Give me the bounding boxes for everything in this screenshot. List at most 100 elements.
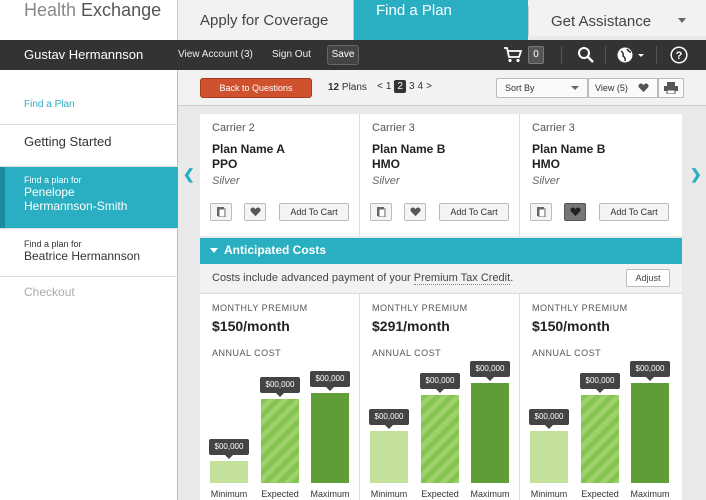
annual-cost-label: ANNUAL COST	[372, 348, 442, 358]
cost-tag-min: $00,000	[209, 439, 249, 459]
pager-next[interactable]: >	[426, 81, 432, 92]
plans-count-label: Plans	[341, 82, 367, 93]
search-icon[interactable]	[577, 46, 595, 64]
cost-column: MONTHLY PREMIUM $150/month ANNUAL COST $…	[520, 294, 682, 500]
view-account-link[interactable]: View Account (3)	[178, 49, 253, 60]
sidebar-item-checkout[interactable]: Checkout	[0, 276, 178, 314]
prev-plans-arrow-icon[interactable]: ❮	[183, 166, 195, 182]
plan-name-text: Plan Name B	[532, 142, 606, 156]
monthly-premium-label: MONTHLY PREMIUM	[372, 303, 468, 313]
plan-details-button[interactable]	[370, 203, 392, 221]
monthly-premium-value: $150/month	[532, 318, 610, 334]
pager-prev[interactable]: <	[377, 81, 383, 92]
plan-card: Carrier 2 Plan Name A PPO Silver Add To C…	[200, 114, 360, 236]
sign-out-link[interactable]: Sign Out	[272, 49, 311, 60]
cost-bar-min	[210, 461, 248, 483]
costs-note-text: Costs include advanced payment of your	[212, 272, 411, 284]
favorite-button[interactable]	[244, 203, 266, 221]
print-button[interactable]	[658, 78, 684, 98]
cost-bar-label-exp: Expected	[421, 489, 459, 499]
plan-type: HMO	[372, 157, 400, 171]
plan-carrier: Carrier 2	[212, 122, 255, 134]
tab-find-a-plan[interactable]: Find a Plan	[354, 0, 528, 40]
adjust-button[interactable]: Adjust	[626, 269, 670, 287]
site-logo[interactable]: Health Exchange	[24, 0, 161, 21]
user-name: Gustav Hermannson	[24, 47, 144, 62]
plan-carrier: Carrier 3	[532, 122, 575, 134]
plan-details-button[interactable]	[210, 203, 232, 221]
heart-icon	[638, 83, 649, 93]
cart-icon[interactable]	[503, 46, 523, 64]
plan-card: Carrier 3 Plan Name B HMO Silver Add To C…	[520, 114, 682, 236]
anticipated-costs-toggle[interactable]: Anticipated Costs	[200, 238, 682, 264]
cost-bar-max	[471, 383, 509, 483]
document-icon	[537, 207, 546, 217]
sidebar-link-find-a-plan[interactable]: Find a Plan	[24, 99, 75, 110]
costs-note-suffix: .	[510, 272, 514, 284]
account-bar: Gustav Hermannson View Account (3) Sign …	[0, 40, 706, 70]
pager-page[interactable]: 1	[385, 81, 392, 92]
view-label: View (5)	[595, 83, 628, 93]
cost-bar-exp	[261, 399, 299, 483]
anticipated-costs-heading: Anticipated Costs	[224, 243, 327, 257]
cost-column: MONTHLY PREMIUM $291/month ANNUAL COST $…	[360, 294, 520, 500]
premium-tax-credit-link[interactable]: Premium Tax Credit	[413, 272, 511, 285]
next-plans-arrow-icon[interactable]: ❯	[690, 166, 702, 182]
sidebar-item-beatrice[interactable]: Find a plan for Beatrice Hermannson	[0, 228, 178, 276]
cost-tag-exp: $00,000	[260, 377, 300, 397]
globe-language-icon[interactable]	[616, 46, 646, 64]
cost-bar-label-exp: Expected	[581, 489, 619, 499]
sidebar-item-person-name: Penelope Hermannson-Smith	[24, 185, 128, 213]
cost-bar-label-exp: Expected	[261, 489, 299, 499]
divider	[561, 46, 562, 64]
cost-bar-min	[530, 431, 568, 483]
sidebar-item-penelope[interactable]: Find a plan for Penelope Hermannson-Smit…	[0, 166, 178, 229]
results-toolbar: Back to Questions 12 Plans < 1 2 3 4 > S…	[178, 70, 706, 106]
plan-name-text: Plan Name B	[372, 142, 446, 156]
sidebar-item-getting-started[interactable]: Getting Started	[0, 124, 178, 166]
add-to-cart-button[interactable]: Add To Cart	[439, 203, 509, 221]
cost-bar-label-max: Maximum	[310, 489, 350, 499]
divider	[605, 46, 606, 64]
plan-name: Plan Name B HMO	[532, 142, 682, 172]
sidebar-item-caption: Find a plan for	[24, 239, 82, 249]
plan-details-button[interactable]	[530, 203, 552, 221]
tab-get-assistance[interactable]: Get Assistance	[528, 6, 706, 36]
add-to-cart-button[interactable]: Add To Cart	[599, 203, 669, 221]
save-button[interactable]: Save	[327, 45, 359, 65]
cost-bar-label-min: Minimum	[530, 489, 568, 499]
logo-text-exchange: Exchange	[81, 0, 162, 20]
plan-type: PPO	[212, 157, 238, 171]
sort-by-dropdown[interactable]: Sort By	[496, 78, 588, 98]
print-icon	[664, 82, 678, 94]
sidebar: Find a Plan Getting Started Find a plan …	[0, 70, 178, 500]
cost-bar-max	[311, 393, 349, 483]
monthly-premium-value: $291/month	[372, 318, 450, 334]
caret-down-icon	[210, 248, 218, 254]
favorite-button-active[interactable]	[564, 203, 586, 221]
plan-tier: Silver	[212, 175, 240, 187]
favorite-button[interactable]	[404, 203, 426, 221]
annual-cost-label: ANNUAL COST	[532, 348, 602, 358]
tab-apply-for-coverage[interactable]: Apply for Coverage	[178, 0, 354, 40]
plan-cards: Carrier 2 Plan Name A PPO Silver Add To C…	[200, 114, 682, 236]
plans-count: 12 Plans	[328, 82, 367, 93]
heart-icon	[250, 207, 261, 217]
svg-text:?: ?	[676, 50, 683, 62]
document-icon	[217, 207, 226, 217]
help-icon[interactable]: ?	[670, 46, 688, 64]
add-to-cart-button[interactable]: Add To Cart	[279, 203, 349, 221]
monthly-premium-label: MONTHLY PREMIUM	[532, 303, 628, 313]
cost-tag-max: $00,000	[630, 361, 670, 381]
pager-page[interactable]: 3	[408, 81, 415, 92]
back-to-questions-button[interactable]: Back to Questions	[200, 78, 312, 98]
cart-count-badge: 0	[528, 46, 544, 64]
logo-text-health: Health	[24, 0, 77, 20]
cost-tag-exp: $00,000	[420, 373, 460, 393]
view-favorites-button[interactable]: View (5)	[588, 78, 658, 98]
plan-name-text: Plan Name A	[212, 142, 285, 156]
cost-tag-exp: $00,000	[580, 373, 620, 393]
pager-page[interactable]: 4	[417, 81, 424, 92]
cost-columns: MONTHLY PREMIUM $150/month ANNUAL COST $…	[200, 294, 682, 500]
pager-page-current[interactable]: 2	[394, 80, 406, 93]
